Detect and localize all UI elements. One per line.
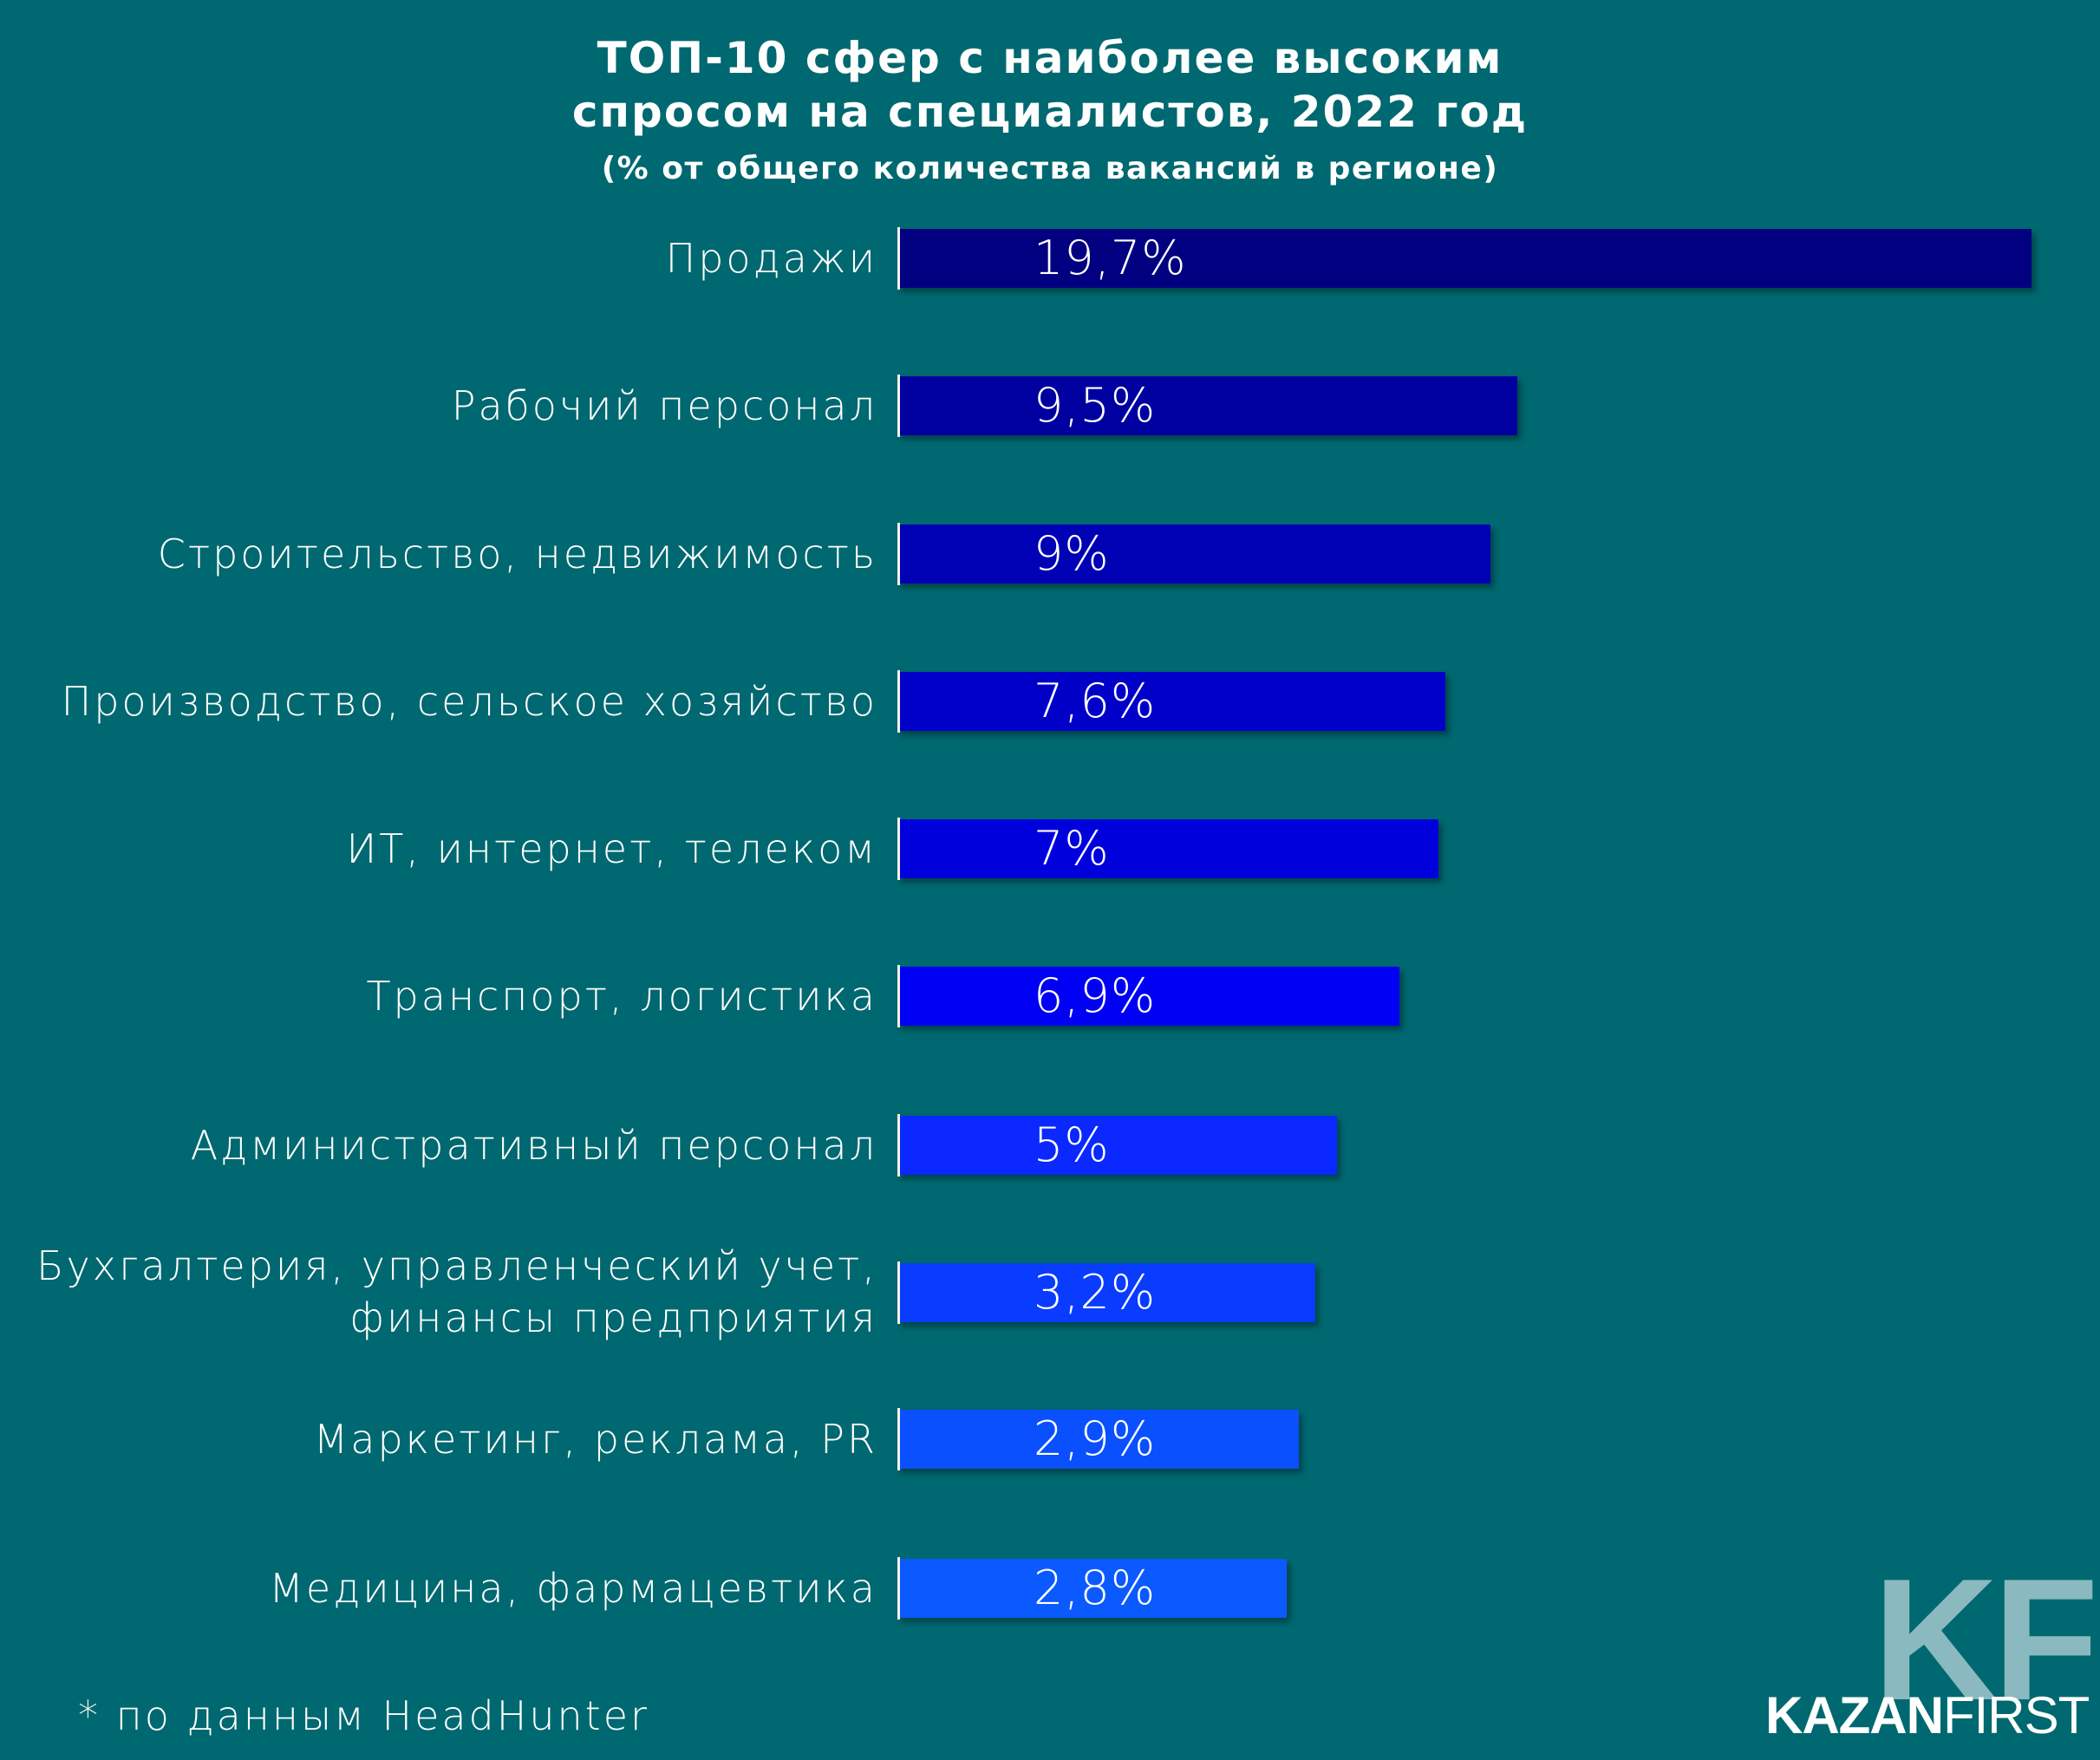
category-label: Строительство, недвижимость xyxy=(157,531,877,577)
bar-manufacturing: 7,6% xyxy=(897,670,1445,733)
bar-value-label: 19,7% xyxy=(1034,231,1187,285)
category-label-line-2: финансы предприятия xyxy=(349,1294,877,1341)
kf-logo-mark: KF xyxy=(1873,1543,2099,1737)
bar-value-label: 5% xyxy=(1034,1118,1110,1172)
bar-it: 7% xyxy=(897,818,1438,880)
bar-value-label: 3,2% xyxy=(1034,1265,1157,1320)
bar-value-label: 9,5% xyxy=(1034,378,1157,433)
chart-title: ТОП-10 сфер с наиболее высоким спросом н… xyxy=(0,31,2100,186)
chart-subtitle: (% от общего количества вакансий в регио… xyxy=(601,151,1499,186)
category-label: Транспорт, логистика xyxy=(366,973,877,1020)
category-label-line-1: Бухгалтерия, управленческий учет, xyxy=(36,1242,877,1289)
bar-value-label: 6,9% xyxy=(1034,968,1157,1023)
category-label: Маркетинг, реклама, PR xyxy=(313,1416,877,1463)
title-line-2: спросом на специалистов, 2022 год xyxy=(571,87,1529,137)
category-label: Производство, сельское хозяйство xyxy=(61,678,877,725)
logo-text-light: FIRST xyxy=(1942,1686,2090,1744)
category-label: Административный персонал xyxy=(190,1122,877,1169)
bar-value-label: 2,9% xyxy=(1034,1411,1157,1466)
title-line-1: ТОП-10 сфер с наиболее высоким xyxy=(597,33,1503,83)
bar-admin: 5% xyxy=(897,1114,1337,1177)
bar-value-label: 9% xyxy=(1034,526,1110,581)
logo-text-bold: KAZAN xyxy=(1765,1686,1944,1744)
category-label: ИТ, интернет, телеком xyxy=(346,825,877,872)
bar-value-label: 7,6% xyxy=(1034,674,1157,728)
bar-marketing: 2,9% xyxy=(897,1408,1299,1470)
category-label: Бухгалтерия, управленческий учет, финанс… xyxy=(36,1240,877,1344)
bar-workers: 9,5% xyxy=(897,375,1517,437)
category-label: Медицина, фармацевтика xyxy=(269,1565,877,1612)
category-label: Продажи xyxy=(665,235,877,282)
source-footnote: * по данным HeadHunter xyxy=(78,1692,649,1739)
category-label: Рабочий персонал xyxy=(451,382,877,429)
bar-transport: 6,9% xyxy=(897,965,1399,1027)
bar-sales: 19,7% xyxy=(897,227,2032,290)
bar-medicine: 2,8% xyxy=(897,1557,1287,1620)
bar-value-label: 7% xyxy=(1034,821,1110,876)
bar-accounting: 3,2% xyxy=(897,1261,1315,1324)
bar-construction: 9% xyxy=(897,523,1490,585)
kazanfirst-logo: KAZANFIRST xyxy=(1765,1685,2090,1746)
bar-value-label: 2,8% xyxy=(1034,1561,1157,1615)
